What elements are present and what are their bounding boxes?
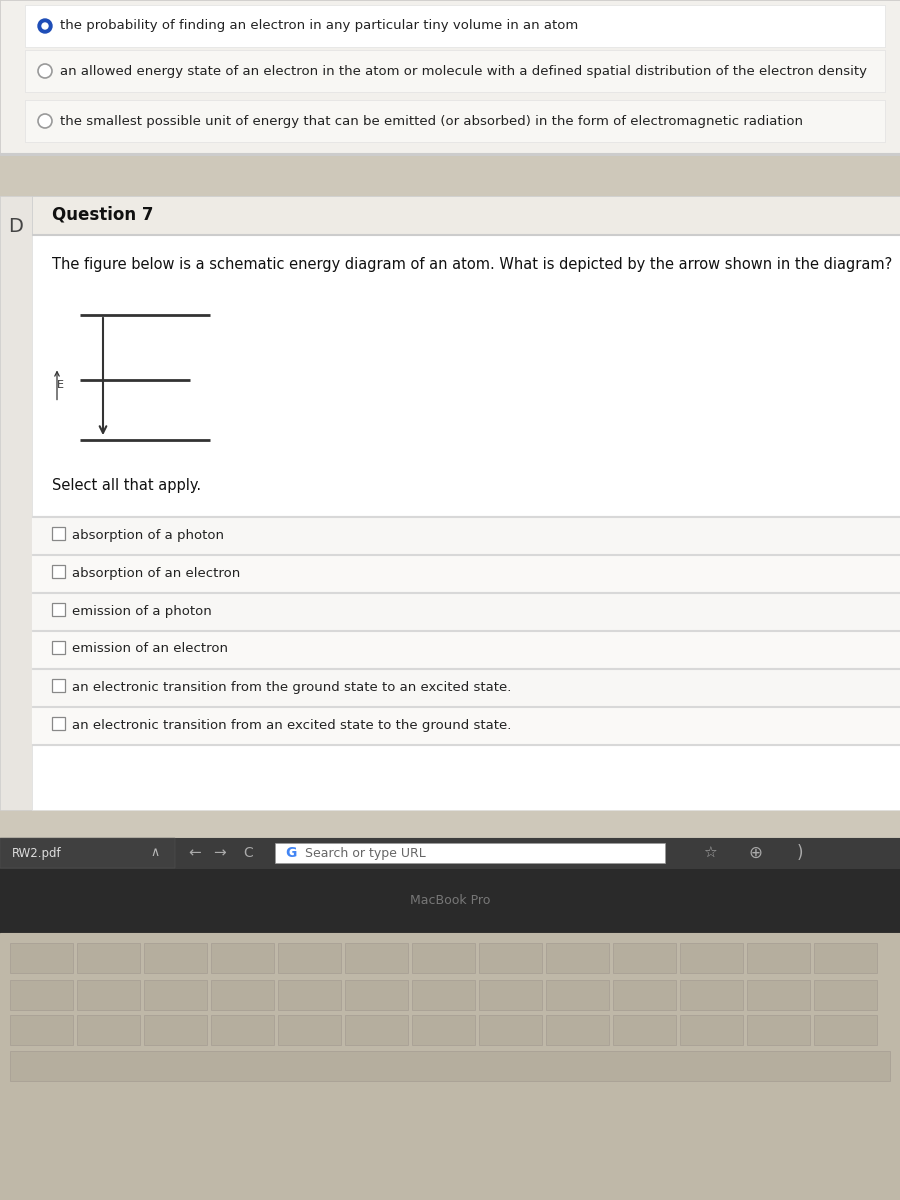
Bar xyxy=(52,565,65,578)
Circle shape xyxy=(42,23,48,29)
Bar xyxy=(25,100,885,142)
Bar xyxy=(345,980,408,1010)
Text: →: → xyxy=(213,846,227,860)
Bar xyxy=(32,592,900,630)
Bar xyxy=(814,980,877,1010)
Bar xyxy=(32,630,900,668)
Bar xyxy=(10,1015,73,1045)
Bar xyxy=(32,196,900,234)
Bar xyxy=(814,1015,877,1045)
Circle shape xyxy=(38,64,52,78)
Bar xyxy=(479,943,542,973)
Bar xyxy=(747,943,810,973)
Bar xyxy=(345,1015,408,1045)
Text: Search or type URL: Search or type URL xyxy=(305,846,426,859)
Text: ☆: ☆ xyxy=(703,846,716,860)
Text: E: E xyxy=(57,380,64,390)
Text: C: C xyxy=(243,846,253,860)
Bar xyxy=(211,980,274,1010)
Bar xyxy=(0,868,900,934)
Circle shape xyxy=(38,19,52,32)
Bar xyxy=(25,5,885,47)
Bar xyxy=(211,1015,274,1045)
Bar xyxy=(0,196,900,810)
Bar xyxy=(10,1051,890,1081)
Bar xyxy=(278,980,341,1010)
Bar xyxy=(144,1015,207,1045)
Text: emission of an electron: emission of an electron xyxy=(72,642,228,655)
Bar xyxy=(546,943,609,973)
Bar xyxy=(52,527,65,540)
Bar xyxy=(479,1015,542,1045)
Bar xyxy=(680,1015,743,1045)
Bar xyxy=(77,943,140,973)
Bar xyxy=(0,838,900,868)
Bar xyxy=(0,196,32,810)
Bar xyxy=(0,810,900,838)
Bar xyxy=(52,641,65,654)
Bar xyxy=(479,980,542,1010)
Bar xyxy=(211,943,274,973)
Bar xyxy=(0,934,900,1200)
Bar xyxy=(345,943,408,973)
Bar xyxy=(32,706,900,744)
Text: absorption of a photon: absorption of a photon xyxy=(72,528,224,541)
Text: ←: ← xyxy=(189,846,202,860)
Bar xyxy=(52,602,65,616)
Text: Question 7: Question 7 xyxy=(52,206,154,224)
Bar xyxy=(0,838,175,868)
Bar xyxy=(77,980,140,1010)
Bar xyxy=(747,1015,810,1045)
Text: Select all that apply.: Select all that apply. xyxy=(52,478,201,493)
Bar xyxy=(77,1015,140,1045)
Text: G: G xyxy=(285,846,297,860)
Text: D: D xyxy=(9,216,23,235)
Bar xyxy=(278,1015,341,1045)
Text: The figure below is a schematic energy diagram of an atom. What is depicted by t: The figure below is a schematic energy d… xyxy=(52,257,892,272)
Bar xyxy=(32,235,900,810)
Text: emission of a photon: emission of a photon xyxy=(72,605,211,618)
Text: MacBook Pro: MacBook Pro xyxy=(410,894,490,907)
Bar xyxy=(613,1015,676,1045)
Bar xyxy=(546,980,609,1010)
Text: RW2.pdf: RW2.pdf xyxy=(12,846,61,859)
Bar xyxy=(52,716,65,730)
Bar xyxy=(814,943,877,973)
Bar xyxy=(25,50,885,92)
Bar xyxy=(275,842,665,863)
Text: an electronic transition from an excited state to the ground state.: an electronic transition from an excited… xyxy=(72,719,511,732)
Circle shape xyxy=(38,114,52,128)
Bar xyxy=(680,943,743,973)
Bar xyxy=(144,980,207,1010)
Bar xyxy=(747,980,810,1010)
Text: absorption of an electron: absorption of an electron xyxy=(72,566,240,580)
Bar xyxy=(32,668,900,706)
Bar xyxy=(412,980,475,1010)
Bar xyxy=(613,980,676,1010)
Bar xyxy=(278,943,341,973)
Bar xyxy=(52,679,65,692)
Bar xyxy=(0,0,900,155)
Bar xyxy=(32,516,900,554)
Bar xyxy=(0,154,900,196)
Text: the smallest possible unit of energy that can be emitted (or absorbed) in the fo: the smallest possible unit of energy tha… xyxy=(60,114,803,127)
Text: the probability of finding an electron in any particular tiny volume in an atom: the probability of finding an electron i… xyxy=(60,19,578,32)
Bar xyxy=(412,1015,475,1045)
Text: ⊕: ⊕ xyxy=(748,844,762,862)
Bar xyxy=(546,1015,609,1045)
Text: an allowed energy state of an electron in the atom or molecule with a defined sp: an allowed energy state of an electron i… xyxy=(60,65,867,78)
Bar xyxy=(613,943,676,973)
Bar xyxy=(10,943,73,973)
Bar xyxy=(10,980,73,1010)
Bar xyxy=(0,152,900,155)
Text: ∧: ∧ xyxy=(150,846,159,859)
Bar xyxy=(412,943,475,973)
Text: an electronic transition from the ground state to an excited state.: an electronic transition from the ground… xyxy=(72,680,511,694)
Bar xyxy=(32,554,900,592)
Bar xyxy=(144,943,207,973)
Text: ): ) xyxy=(796,844,803,862)
Bar xyxy=(680,980,743,1010)
